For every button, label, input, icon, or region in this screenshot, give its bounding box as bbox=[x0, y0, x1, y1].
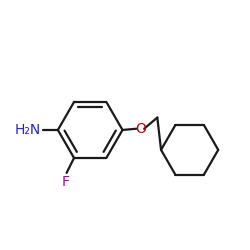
Text: H₂N: H₂N bbox=[15, 123, 41, 137]
Text: O: O bbox=[135, 122, 146, 136]
Text: F: F bbox=[61, 175, 69, 189]
